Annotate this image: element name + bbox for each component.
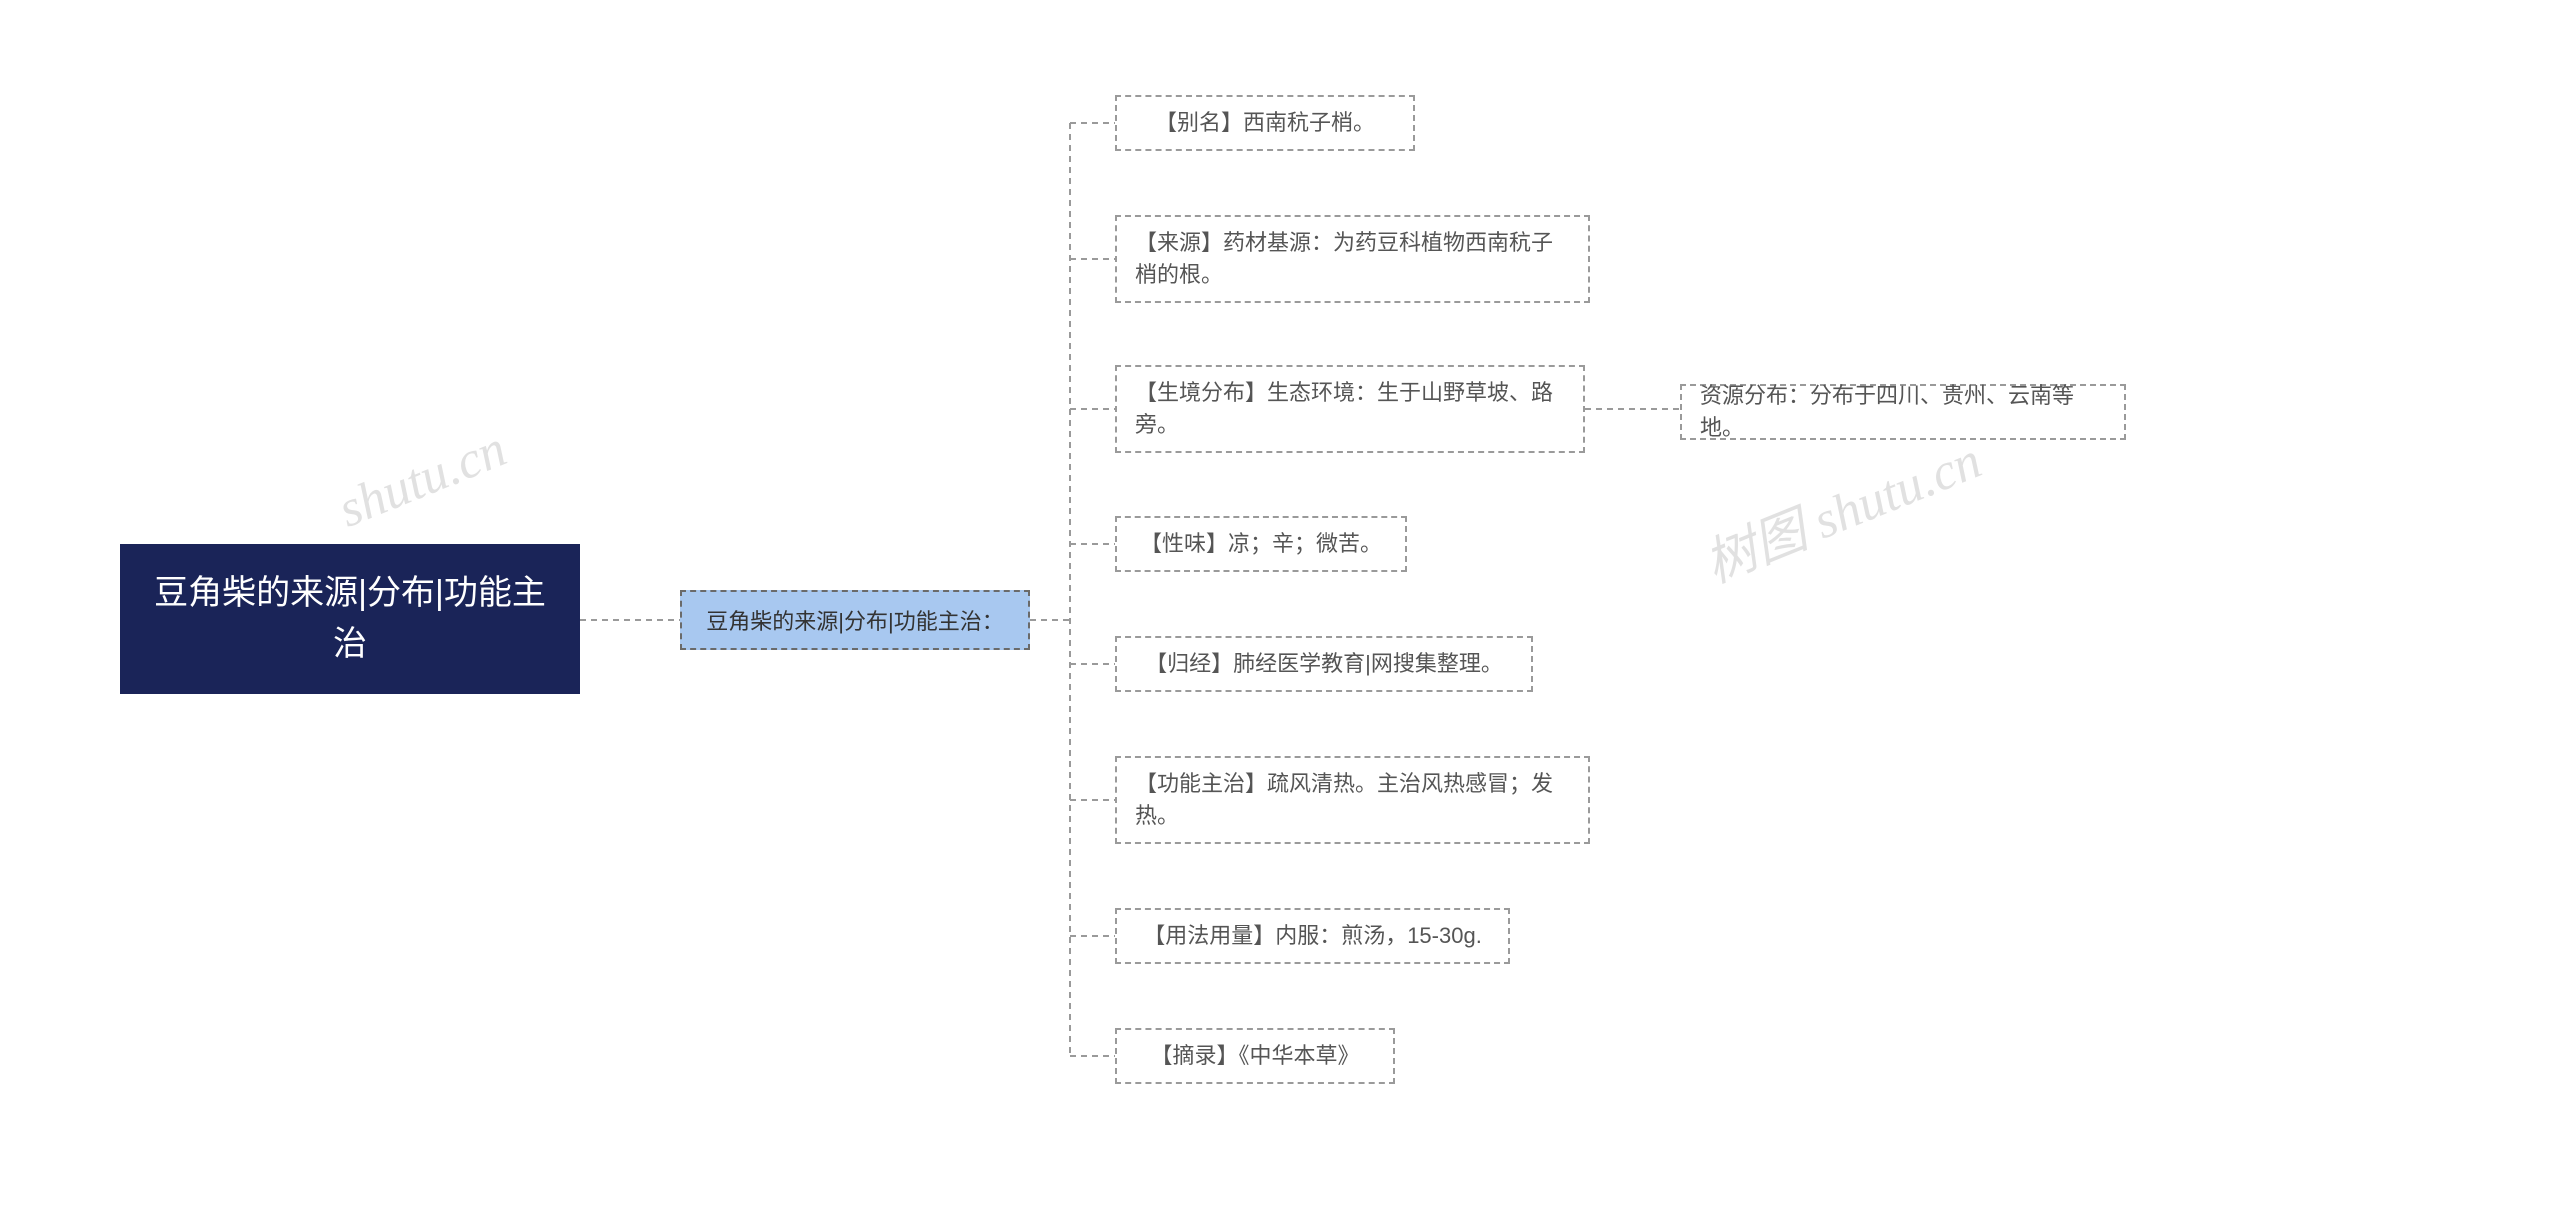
mindmap-node-meridian-text: 【归经】肺经医学教育|网搜集整理。 [1145,648,1503,680]
mindmap-node-meridian: 【归经】肺经医学教育|网搜集整理。 [1115,636,1533,692]
watermark-1: shutu.cn [330,419,514,539]
mindmap-node-source-text: 【来源】药材基源：为药豆科植物西南秔子梢的根。 [1135,227,1570,291]
mindmap-node-function-text: 【功能主治】疏风清热。主治风热感冒；发热。 [1135,768,1570,832]
mindmap-node-dosage: 【用法用量】内服：煎汤，15-30g. [1115,908,1510,964]
mindmap-node-alias-text: 【别名】西南秔子梢。 [1155,107,1375,139]
mindmap-node-excerpt-text: 【摘录】《中华本草》 [1150,1040,1359,1072]
mindmap-node-distribution: 资源分布：分布于四川、贵州、云南等地。 [1680,384,2126,440]
mindmap-root-text: 豆角柴的来源|分布|功能主治 [150,568,550,670]
mindmap-level1: 豆角柴的来源|分布|功能主治： [680,590,1030,650]
mindmap-node-function: 【功能主治】疏风清热。主治风热感冒；发热。 [1115,756,1590,844]
mindmap-node-distribution-text: 资源分布：分布于四川、贵州、云南等地。 [1700,380,2106,444]
mindmap-node-excerpt: 【摘录】《中华本草》 [1115,1028,1395,1084]
watermark-2-text: 树图 shutu.cn [1697,432,1989,594]
watermark-1-text: shutu.cn [331,420,514,538]
mindmap-level1-text: 豆角柴的来源|分布|功能主治： [706,604,1003,636]
mindmap-node-alias: 【别名】西南秔子梢。 [1115,95,1415,151]
mindmap-node-habitat: 【生境分布】生态环境：生于山野草坡、路旁。 [1115,365,1585,453]
mindmap-node-habitat-text: 【生境分布】生态环境：生于山野草坡、路旁。 [1135,377,1565,441]
mindmap-root: 豆角柴的来源|分布|功能主治 [120,544,580,694]
mindmap-node-source: 【来源】药材基源：为药豆科植物西南秔子梢的根。 [1115,215,1590,303]
mindmap-node-dosage-text: 【用法用量】内服：煎汤，15-30g. [1143,920,1482,952]
mindmap-node-taste-text: 【性味】凉；辛；微苦。 [1140,528,1382,560]
watermark-2: 树图 shutu.cn [1692,418,1991,597]
mindmap-node-taste: 【性味】凉；辛；微苦。 [1115,516,1407,572]
